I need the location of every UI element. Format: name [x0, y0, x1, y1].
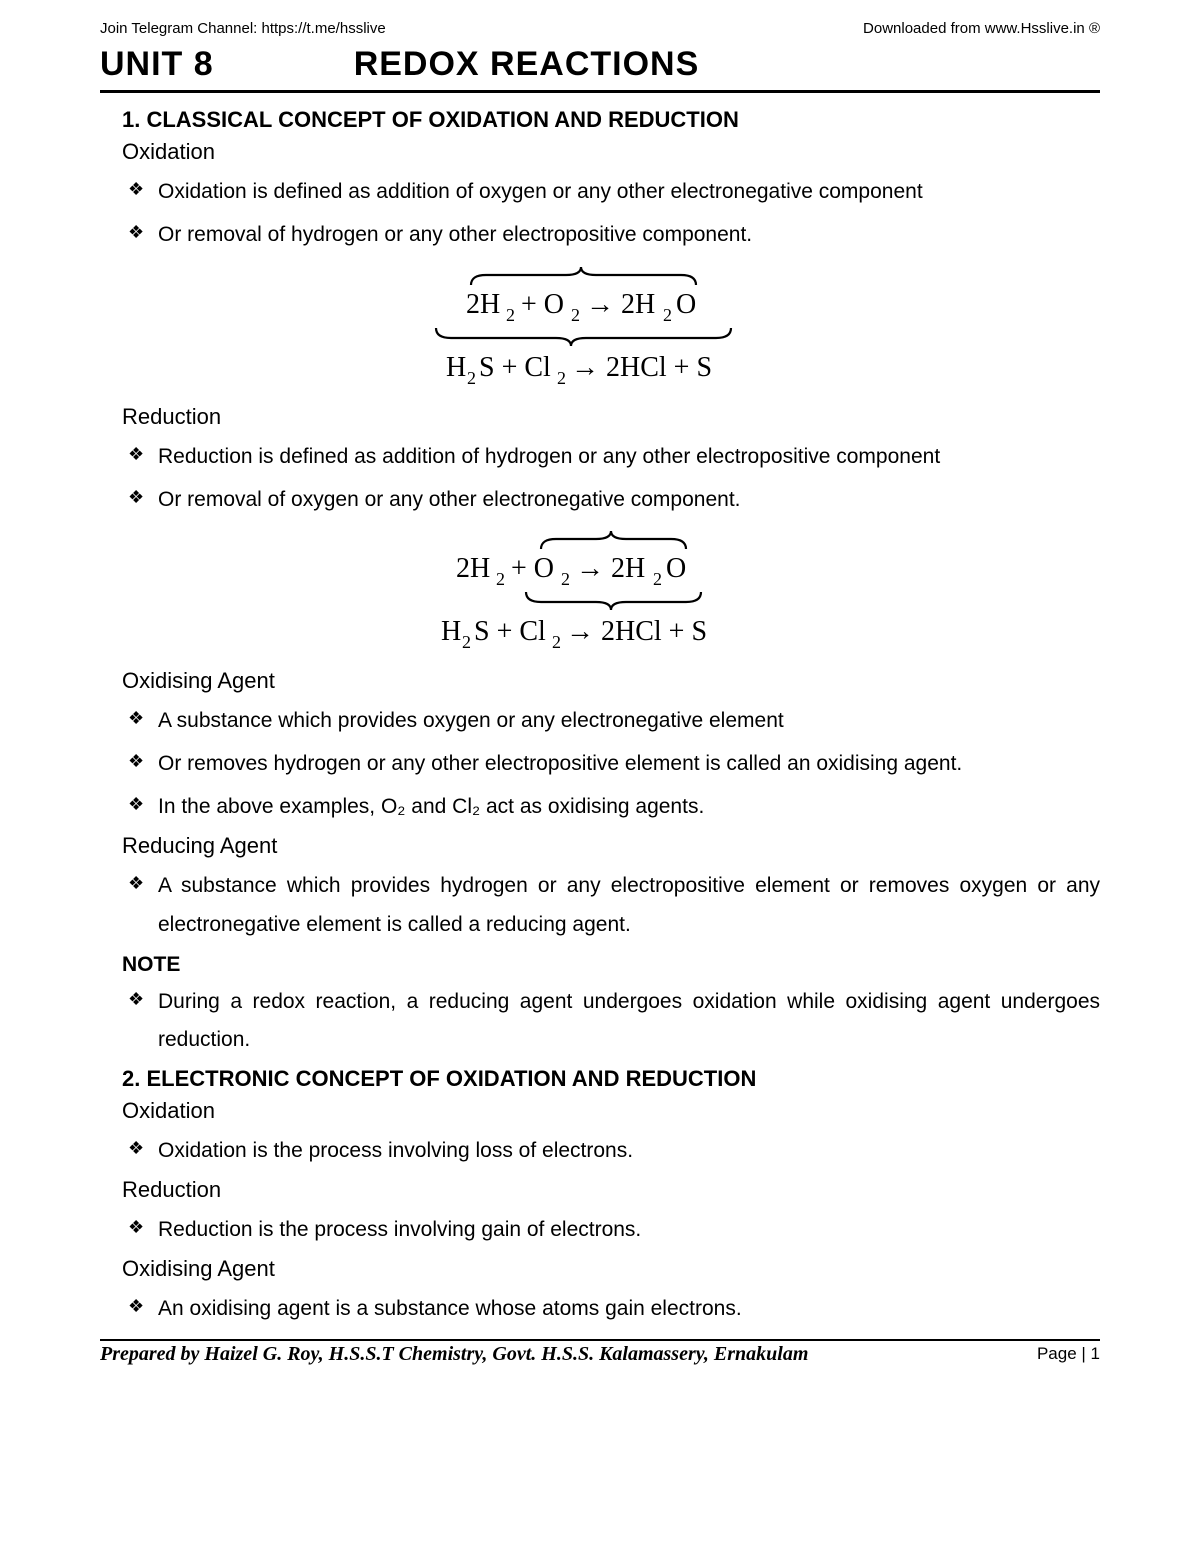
svg-text:2: 2: [467, 368, 476, 388]
svg-text:2: 2: [506, 305, 515, 325]
list-item: Oxidation is the process involving loss …: [128, 1132, 1100, 1171]
svg-text:2: 2: [552, 632, 561, 652]
list-item: Or removal of hydrogen or any other elec…: [128, 216, 1100, 255]
svg-text:→ 2HCl + S: → 2HCl + S: [571, 352, 712, 383]
list-item: Or removal of oxygen or any other electr…: [128, 481, 1100, 520]
svg-text:2H: 2H: [466, 289, 500, 320]
svg-text:2H: 2H: [456, 553, 490, 584]
note-list: During a redox reaction, a reducing agen…: [122, 983, 1100, 1061]
list-item: Oxidation is defined as addition of oxyg…: [128, 173, 1100, 212]
s2-oxidation-list: Oxidation is the process involving loss …: [122, 1132, 1100, 1171]
page-header: Join Telegram Channel: https://t.me/hssl…: [100, 20, 1100, 37]
title-rule: [100, 90, 1100, 93]
svg-text:2: 2: [462, 632, 471, 652]
list-item: During a redox reaction, a reducing agen…: [128, 983, 1100, 1061]
svg-text:O: O: [666, 553, 686, 584]
note-heading: NOTE: [122, 953, 1100, 977]
equation-block-2: 2H 2 + O 2 → 2H 2 O H 2 S + Cl 2 → 2HCl …: [122, 527, 1100, 662]
s2-oxidation-heading: Oxidation: [122, 1098, 1100, 1124]
list-item: A substance which provides oxygen or any…: [128, 702, 1100, 741]
footer-credit: Prepared by Haizel G. Roy, H.S.S.T Chemi…: [100, 1343, 808, 1366]
list-item: Or removes hydrogen or any other electro…: [128, 745, 1100, 784]
svg-text:+ O: + O: [521, 289, 564, 320]
svg-text:O: O: [676, 289, 696, 320]
reducing-agent-heading: Reducing Agent: [122, 833, 1100, 859]
svg-text:→ 2HCl + S: → 2HCl + S: [566, 616, 707, 647]
list-item: A substance which provides hydrogen or a…: [128, 867, 1100, 945]
section-1-heading: 1. CLASSICAL CONCEPT OF OXIDATION AND RE…: [122, 107, 1100, 133]
section-2-heading: 2. ELECTRONIC CONCEPT OF OXIDATION AND R…: [122, 1066, 1100, 1092]
unit-title-row: UNIT 8 REDOX REACTIONS: [100, 45, 1100, 84]
svg-text:S + Cl: S + Cl: [474, 616, 546, 647]
unit-label: UNIT 8: [100, 45, 214, 84]
header-left: Join Telegram Channel: https://t.me/hssl…: [100, 20, 386, 37]
svg-text:2: 2: [496, 569, 505, 589]
page-footer: Prepared by Haizel G. Roy, H.S.S.T Chemi…: [100, 1339, 1100, 1366]
oxidising-agent-heading: Oxidising Agent: [122, 668, 1100, 694]
svg-text:→ 2H: → 2H: [576, 553, 645, 584]
s2-reduction-heading: Reduction: [122, 1177, 1100, 1203]
oxidation-list: Oxidation is defined as addition of oxyg…: [122, 173, 1100, 255]
equation-block-1: 2H 2 + O 2 → 2H 2 O H 2 S + Cl 2 → 2HCl …: [122, 263, 1100, 398]
reducing-agent-list: A substance which provides hydrogen or a…: [122, 867, 1100, 945]
s2-oxidising-agent-heading: Oxidising Agent: [122, 1256, 1100, 1282]
svg-text:H: H: [446, 352, 466, 383]
s2-reduction-list: Reduction is the process involving gain …: [122, 1211, 1100, 1250]
svg-text:2: 2: [571, 305, 580, 325]
oxidising-agent-list: A substance which provides oxygen or any…: [122, 702, 1100, 827]
list-item: Reduction is the process involving gain …: [128, 1211, 1100, 1250]
svg-text:S + Cl: S + Cl: [479, 352, 551, 383]
list-item: In the above examples, O₂ and Cl₂ act as…: [128, 788, 1100, 827]
header-right: Downloaded from www.Hsslive.in ®: [863, 20, 1100, 37]
svg-text:H: H: [441, 616, 461, 647]
content-body: 1. CLASSICAL CONCEPT OF OXIDATION AND RE…: [100, 107, 1100, 1329]
unit-title: REDOX REACTIONS: [354, 45, 700, 84]
s2-oxidising-agent-list: An oxidising agent is a substance whose …: [122, 1290, 1100, 1329]
reduction-list: Reduction is defined as addition of hydr…: [122, 438, 1100, 520]
svg-text:2: 2: [561, 569, 570, 589]
svg-text:→ 2H: → 2H: [586, 289, 655, 320]
svg-text:2: 2: [557, 368, 566, 388]
list-item: Reduction is defined as addition of hydr…: [128, 438, 1100, 477]
svg-text:2: 2: [663, 305, 672, 325]
reduction-heading: Reduction: [122, 404, 1100, 430]
oxidation-heading: Oxidation: [122, 139, 1100, 165]
svg-text:+ O: + O: [511, 553, 554, 584]
svg-text:2: 2: [653, 569, 662, 589]
page-number: Page | 1: [1037, 1344, 1100, 1364]
list-item: An oxidising agent is a substance whose …: [128, 1290, 1100, 1329]
